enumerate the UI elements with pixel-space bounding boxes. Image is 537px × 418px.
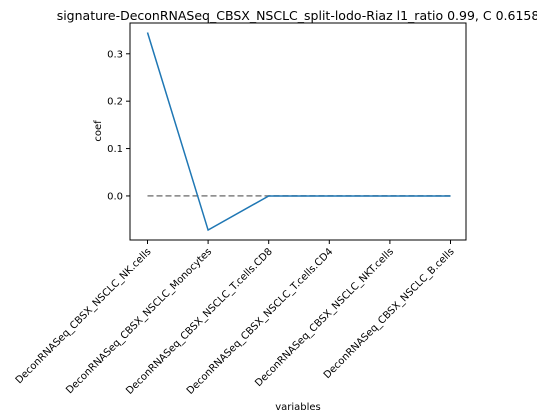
- y-tick-label: 0.0: [107, 191, 123, 202]
- series-line-coef: [146, 32, 451, 232]
- plot-frame: [129, 22, 467, 241]
- chart-title: signature-DeconRNASeq_CBSX_NSCLC_split-l…: [57, 8, 537, 23]
- x-axis-label: variables: [275, 402, 321, 413]
- y-tick-label: 0.3: [107, 49, 123, 60]
- y-axis-label: coef: [93, 120, 104, 142]
- y-tick-label: 0.2: [107, 97, 123, 108]
- y-tick-label: 0.1: [107, 144, 123, 155]
- plot-area: [146, 32, 451, 232]
